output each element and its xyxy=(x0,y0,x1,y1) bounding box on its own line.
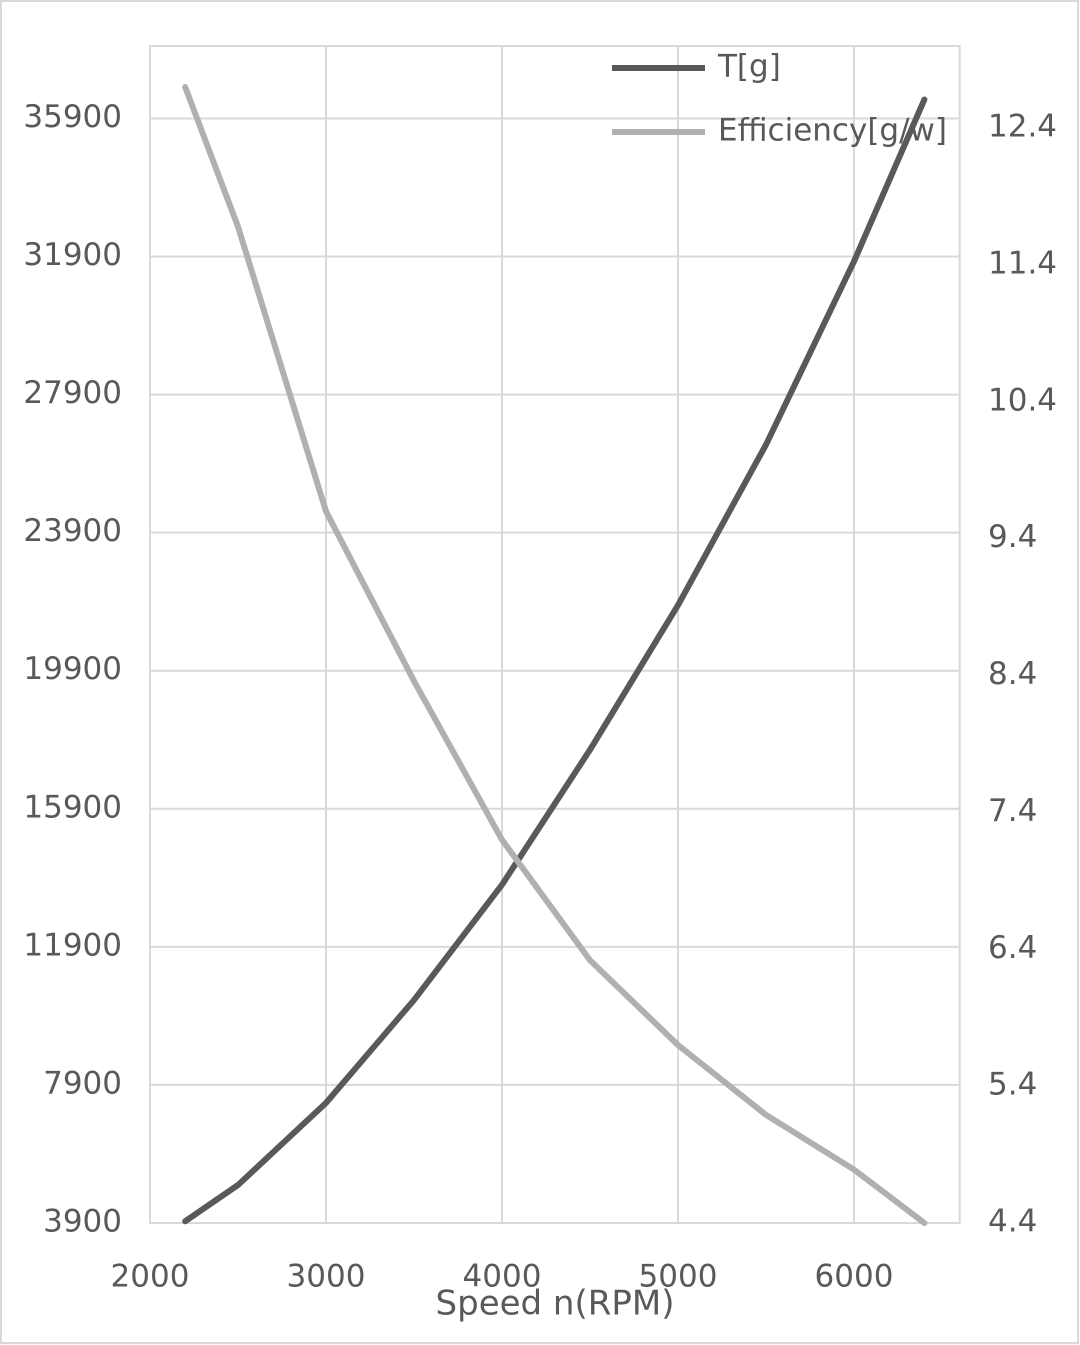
y-tick-label: 15900 xyxy=(23,789,122,825)
x-tick-label: 6000 xyxy=(815,1259,894,1295)
y2-tick-label: 12.4 xyxy=(988,109,1057,145)
y-tick-label: 3900 xyxy=(43,1204,122,1240)
y-tick-label: 35900 xyxy=(23,99,122,135)
y2-tick-label: 11.4 xyxy=(988,245,1057,281)
y2-tick-label: 9.4 xyxy=(988,519,1037,555)
y-tick-label: 19900 xyxy=(23,651,122,687)
x-tick-label: 3000 xyxy=(287,1259,366,1295)
legend-label: Efficiency[g/w] xyxy=(718,113,947,149)
y-tick-label: 11900 xyxy=(23,927,122,963)
x-axis-title: Speed n(RPM) xyxy=(436,1284,675,1324)
y-tick-label: 7900 xyxy=(43,1065,122,1101)
series-line xyxy=(182,84,928,1226)
y2-tick-label: 7.4 xyxy=(988,793,1037,829)
y2-tick-label: 8.4 xyxy=(988,656,1037,692)
series-line xyxy=(182,96,928,1225)
y2-tick-label: 10.4 xyxy=(988,382,1057,418)
legend-label: T[g] xyxy=(717,49,781,85)
x-tick-label: 2000 xyxy=(111,1259,190,1295)
y-tick-label: 27900 xyxy=(23,375,122,411)
y2-tick-label: 6.4 xyxy=(988,930,1037,966)
y2-tick-label: 4.4 xyxy=(988,1204,1037,1240)
x-tick-label: 5000 xyxy=(639,1259,718,1295)
x-tick-label: 4000 xyxy=(463,1259,542,1295)
y-tick-label: 23900 xyxy=(23,513,122,549)
y2-tick-label: 5.4 xyxy=(988,1067,1037,1103)
y-tick-label: 31900 xyxy=(23,237,122,273)
